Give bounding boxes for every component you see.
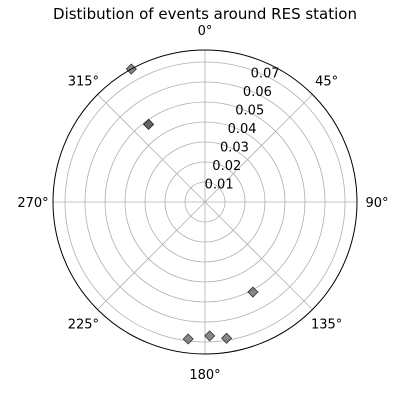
angle-tick-label: 315°	[68, 74, 99, 89]
r-tick-label: 0.02	[212, 159, 241, 174]
grid-layer	[53, 50, 357, 354]
angle-tick-label: 0°	[198, 24, 213, 39]
chart-title: Distibution of events around RES station	[53, 5, 357, 23]
angle-grid-line-5	[98, 202, 205, 309]
r-tick-label: 0.06	[243, 85, 272, 100]
angle-tick-label: 225°	[68, 318, 99, 333]
r-tick-label: 0.07	[251, 67, 280, 82]
angle-tick-label: 90°	[365, 196, 388, 211]
r-tick-label: 0.01	[205, 178, 234, 193]
angle-grid-line-3	[205, 202, 312, 309]
data-point-2	[144, 119, 154, 129]
r-tick-label: 0.03	[220, 141, 249, 156]
data-point-3	[248, 287, 258, 297]
data-point-5	[205, 331, 215, 341]
angle-tick-label: 45°	[315, 74, 338, 89]
angle-tick-label: 135°	[311, 318, 342, 333]
angle-grid-line-7	[98, 95, 205, 202]
labels-layer: 0° 45° 90° 135° 180° 225° 270° 315° 0.01 0.02 0.03…	[17, 24, 388, 383]
r-tick-label: 0.05	[235, 104, 264, 119]
angle-tick-label: 270°	[17, 196, 48, 211]
data-point-6	[183, 334, 193, 344]
data-point-4	[222, 333, 232, 343]
r-tick-label: 0.04	[228, 122, 257, 137]
angle-tick-label: 180°	[189, 368, 220, 383]
